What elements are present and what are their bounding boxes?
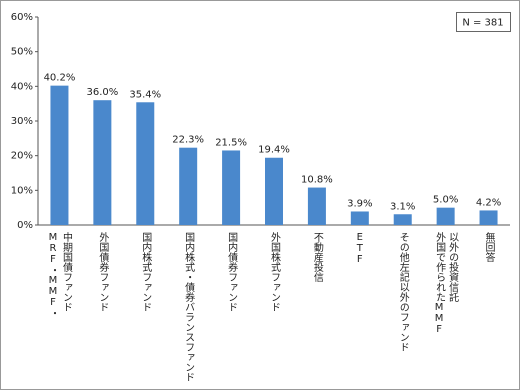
y-tick-label: 60%	[11, 12, 33, 23]
y-tick-label: 40%	[11, 81, 33, 92]
x-tick-label: 外国で作られたMMF 以外の投資信託	[433, 232, 458, 335]
bar	[393, 214, 412, 225]
bar	[50, 85, 69, 225]
bar	[479, 210, 498, 225]
value-label: 3.9%	[347, 198, 372, 209]
bar	[222, 150, 241, 225]
value-label: 40.2%	[44, 73, 76, 84]
annotation: N = 381	[462, 18, 503, 29]
x-tick-label: 無回答	[483, 232, 495, 262]
x-tick-label: 国内株式ファンド	[139, 232, 151, 312]
bar	[307, 187, 326, 225]
value-label: 36.0%	[86, 87, 118, 98]
value-label: 4.2%	[476, 197, 501, 208]
y-tick-label: 30%	[11, 116, 33, 127]
bar	[93, 100, 112, 225]
x-tick-label: 国内債券ファンド	[225, 232, 237, 312]
bar	[436, 207, 455, 225]
bar	[350, 211, 369, 225]
x-tick-label: 不動産投信	[311, 232, 323, 282]
x-tick-label: その他左記以外のファンド	[397, 232, 409, 352]
y-tick-label: 10%	[11, 185, 33, 196]
x-tick-label: 外国債券ファンド	[96, 232, 108, 312]
x-tick-label: 外国株式ファンド	[268, 232, 280, 312]
value-label: 35.4%	[129, 89, 161, 100]
annotation-box	[456, 12, 511, 32]
value-label: 10.8%	[301, 175, 333, 186]
y-tick-label: 20%	[11, 151, 33, 162]
value-label: 22.3%	[172, 135, 204, 146]
y-tick-label: 0%	[17, 220, 33, 231]
x-tick-label: MRF・MMF・ 中期国債ファンド	[47, 232, 72, 318]
value-label: 3.1%	[390, 201, 415, 212]
bar	[265, 157, 283, 225]
value-label: 19.4%	[258, 145, 290, 156]
x-tick-label: ETF	[354, 232, 366, 265]
y-tick-label: 50%	[11, 47, 33, 58]
bar	[179, 147, 198, 225]
bar	[136, 102, 155, 225]
value-label: 21.5%	[215, 137, 247, 148]
value-label: 5.0%	[433, 195, 458, 206]
x-tick-label: 国内株式・債券バランスファンド	[182, 232, 194, 382]
